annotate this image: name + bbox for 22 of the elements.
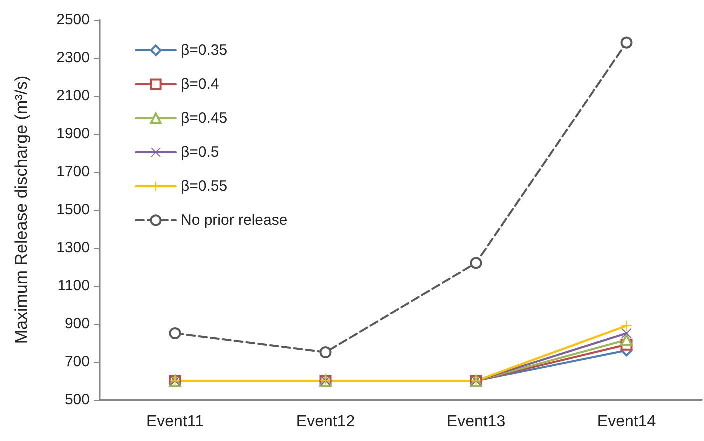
- y-tick-label: 1100: [58, 278, 90, 294]
- y-tick-label: 2100: [56, 88, 90, 104]
- x-tick-label: Event11: [146, 414, 204, 430]
- x-tick-label: Event12: [296, 414, 356, 430]
- y-tick-label: 500: [64, 392, 90, 408]
- legend-label: β=0.4: [181, 76, 220, 93]
- legend-label: No prior release: [181, 212, 288, 229]
- x-tick-label: Event14: [597, 414, 656, 430]
- legend-label: β=0.5: [181, 144, 220, 161]
- y-tick-label: 1500: [56, 202, 90, 218]
- x-tick-label: Event13: [446, 414, 506, 430]
- y-tick-label: 2500: [56, 12, 90, 28]
- y-tick-label: 700: [64, 354, 90, 370]
- legend-label: β=0.45: [181, 110, 228, 127]
- y-tick-label: 1300: [56, 240, 90, 256]
- legend-label: β=0.55: [181, 178, 228, 195]
- y-tick-label: 1700: [56, 164, 90, 180]
- y-axis-title: Maximum Release discharge (m³/s): [12, 76, 31, 344]
- legend-label: β=0.35: [181, 42, 228, 59]
- y-tick-label: 1900: [56, 126, 90, 142]
- y-tick-label: 2300: [56, 50, 90, 66]
- y-tick-label: 900: [64, 316, 90, 332]
